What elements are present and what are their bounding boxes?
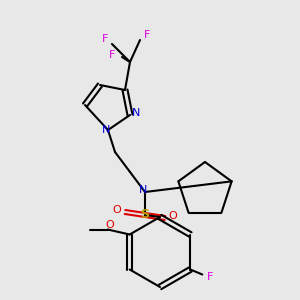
Text: O: O <box>112 205 122 215</box>
Text: O: O <box>169 211 177 221</box>
Text: F: F <box>102 34 108 44</box>
Text: N: N <box>132 108 140 118</box>
Text: N: N <box>139 185 147 195</box>
Text: S: S <box>140 208 149 221</box>
Text: F: F <box>207 272 214 281</box>
Text: F: F <box>109 50 115 60</box>
Text: N: N <box>102 125 110 135</box>
Text: O: O <box>105 220 114 230</box>
Text: F: F <box>144 30 150 40</box>
